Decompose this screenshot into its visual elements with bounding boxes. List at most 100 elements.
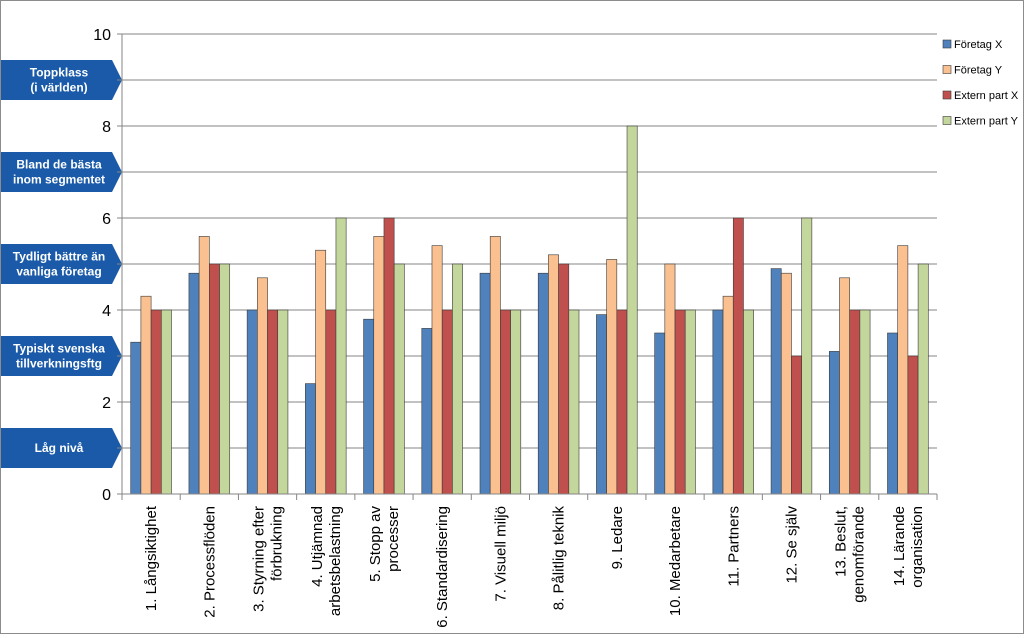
category-label-line: processer xyxy=(385,506,402,572)
category-label-line: 7. Visuell miljö xyxy=(492,506,509,602)
bar xyxy=(828,351,840,495)
bar xyxy=(791,355,802,495)
bar xyxy=(140,295,152,495)
bar xyxy=(712,309,724,495)
category-label-line: 13. Beslut, xyxy=(833,506,850,577)
legend-label: Företag Y xyxy=(954,65,1003,77)
category-label: 4. Utjämnadarbetsbelastning xyxy=(309,506,344,616)
bar xyxy=(596,314,607,495)
category-label: 12. Se själv xyxy=(783,506,800,584)
bar xyxy=(198,236,210,495)
bar xyxy=(626,125,638,495)
legend-entry: Extern part X xyxy=(942,90,1019,102)
level-arrow-shape xyxy=(1,336,122,376)
bar xyxy=(363,318,375,495)
category-label: 1. Långsiktighet xyxy=(143,505,160,611)
category-label: 13. Beslut,genomförande xyxy=(833,506,868,603)
bar xyxy=(510,309,522,495)
category-label-line: förbrukning xyxy=(269,506,286,581)
category-label-line: 1. Långsiktighet xyxy=(143,505,160,611)
bars xyxy=(130,125,929,495)
category-label: 3. Styrning efterförbrukning xyxy=(251,506,286,612)
bar xyxy=(616,309,628,495)
bar xyxy=(161,309,172,495)
level-label-text: Låg nivå xyxy=(35,441,84,455)
bar xyxy=(568,309,580,495)
bar xyxy=(674,309,686,495)
category-label-line: 10. Medarbetare xyxy=(667,506,684,616)
category-label-line: 14. Lärande xyxy=(891,506,908,586)
bar xyxy=(780,272,792,495)
category-label: 10. Medarbetare xyxy=(667,506,684,616)
level-label-text: inom segmentet xyxy=(13,173,105,187)
bar xyxy=(859,309,871,495)
legend-swatch xyxy=(942,39,952,49)
bar xyxy=(421,328,433,495)
bar xyxy=(257,277,268,495)
bar xyxy=(654,332,666,495)
y-tick-label: 8 xyxy=(102,119,111,136)
category-label-line: 11. Partners xyxy=(725,506,742,587)
category-label: 7. Visuell miljö xyxy=(492,506,509,602)
category-labels: 1. Långsiktighet 2. Processflöden 3. Styrn… xyxy=(143,505,926,628)
y-tick-label: 6 xyxy=(102,211,111,228)
category-label-line: 6. Standardisering xyxy=(434,506,451,628)
level-arrow-shape xyxy=(1,152,122,192)
bar xyxy=(305,383,316,495)
bar xyxy=(373,236,385,495)
bar xyxy=(606,259,618,495)
bar xyxy=(479,272,491,495)
level-label-arrow: Låg nivå xyxy=(1,428,122,468)
bar xyxy=(188,272,200,495)
category-label-line: 9. Ledare xyxy=(609,506,626,569)
category-label-line: 2. Processflöden xyxy=(201,506,218,618)
bar xyxy=(770,268,782,495)
bar xyxy=(277,309,289,495)
category-label-line: 4. Utjämnad xyxy=(309,506,326,587)
bar xyxy=(150,309,162,495)
legend-label: Företag X xyxy=(954,39,1003,51)
bar xyxy=(887,332,898,495)
y-tick-label: 0 xyxy=(102,487,111,504)
level-arrow-shape xyxy=(1,60,122,100)
bar xyxy=(393,263,405,495)
bar xyxy=(441,309,453,495)
y-tick-label: 10 xyxy=(93,27,111,44)
category-label: 5. Stopp avprocesser xyxy=(367,506,402,582)
bar xyxy=(325,309,337,495)
level-label-arrow: Toppklass(i världen) xyxy=(1,60,122,100)
category-label-line: genomförande xyxy=(851,506,868,603)
y-tick-label: 2 xyxy=(102,395,111,412)
category-label: 14. Lärandeorganisation xyxy=(891,506,926,588)
bar xyxy=(130,341,142,495)
legend-label: Extern part Y xyxy=(954,116,1019,128)
bar xyxy=(383,217,395,495)
bar xyxy=(315,249,327,495)
bar xyxy=(732,217,744,495)
level-label-text: Toppklass xyxy=(30,66,89,80)
category-label: 2. Processflöden xyxy=(201,506,218,618)
bar xyxy=(246,309,258,495)
category-label-line: 8. Pålitlig teknik xyxy=(551,506,568,611)
bar xyxy=(897,245,909,495)
legend-entry: Företag X xyxy=(942,39,1003,51)
bar xyxy=(801,217,813,495)
category-label: 6. Standardisering xyxy=(434,506,451,628)
category-label: 8. Pålitlig teknik xyxy=(551,506,568,611)
level-label-text: tillverkningsftg xyxy=(16,357,102,371)
bar xyxy=(489,236,501,495)
bar xyxy=(664,263,676,495)
level-label-text: Typiskt svenska xyxy=(13,342,105,356)
bar xyxy=(558,263,570,495)
bar xyxy=(267,309,279,495)
bar xyxy=(500,309,511,495)
bar xyxy=(335,217,347,495)
bar xyxy=(219,263,231,495)
level-arrow-shape xyxy=(1,428,122,468)
category-label-line: 3. Styrning efter xyxy=(251,506,268,612)
